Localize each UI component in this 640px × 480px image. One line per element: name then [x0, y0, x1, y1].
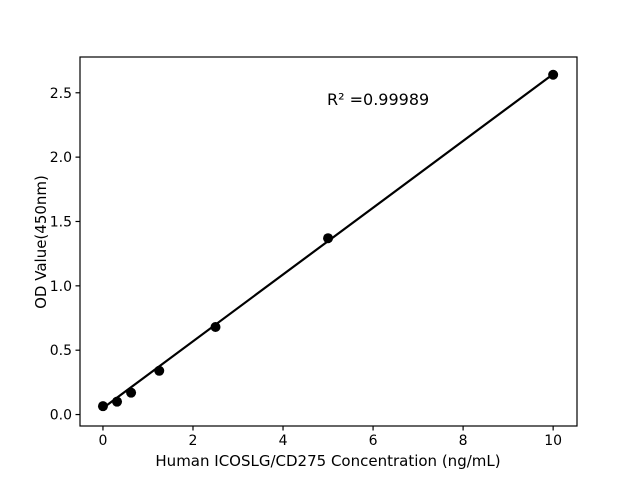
r-squared-annotation: R² =0.99989: [327, 90, 429, 109]
data-point: [154, 365, 165, 376]
x-tick-label: 4: [279, 433, 288, 449]
x-tick-label: 0: [98, 433, 107, 449]
data-point: [548, 69, 559, 80]
y-axis-ticks: 0.0 0.5 1.0 1.5 2.0 2.5: [50, 86, 80, 424]
y-tick-label: 0.0: [50, 408, 72, 424]
data-points: [97, 69, 559, 412]
x-tick-label: 8: [459, 433, 468, 449]
x-axis-label: Human ICOSLG/CD275 Concentration (ng/mL): [155, 452, 500, 470]
y-tick-label: 2.0: [50, 150, 72, 166]
y-tick-label: 1.5: [50, 214, 72, 230]
y-tick-label: 1.0: [50, 279, 72, 295]
y-axis-label: OD Value(450nm): [32, 175, 50, 309]
x-tick-label: 2: [189, 433, 198, 449]
data-point: [112, 396, 123, 407]
x-axis-ticks: 0 2 4 6 8 10: [98, 426, 562, 449]
y-tick-label: 0.5: [50, 343, 72, 359]
y-tick-label: 2.5: [50, 86, 72, 102]
x-tick-label: 6: [369, 433, 378, 449]
plot-frame: [79, 56, 578, 427]
data-point: [97, 401, 108, 412]
data-point: [210, 322, 221, 333]
data-point: [323, 233, 334, 244]
data-point: [126, 387, 137, 398]
x-tick-label: 10: [544, 433, 562, 449]
